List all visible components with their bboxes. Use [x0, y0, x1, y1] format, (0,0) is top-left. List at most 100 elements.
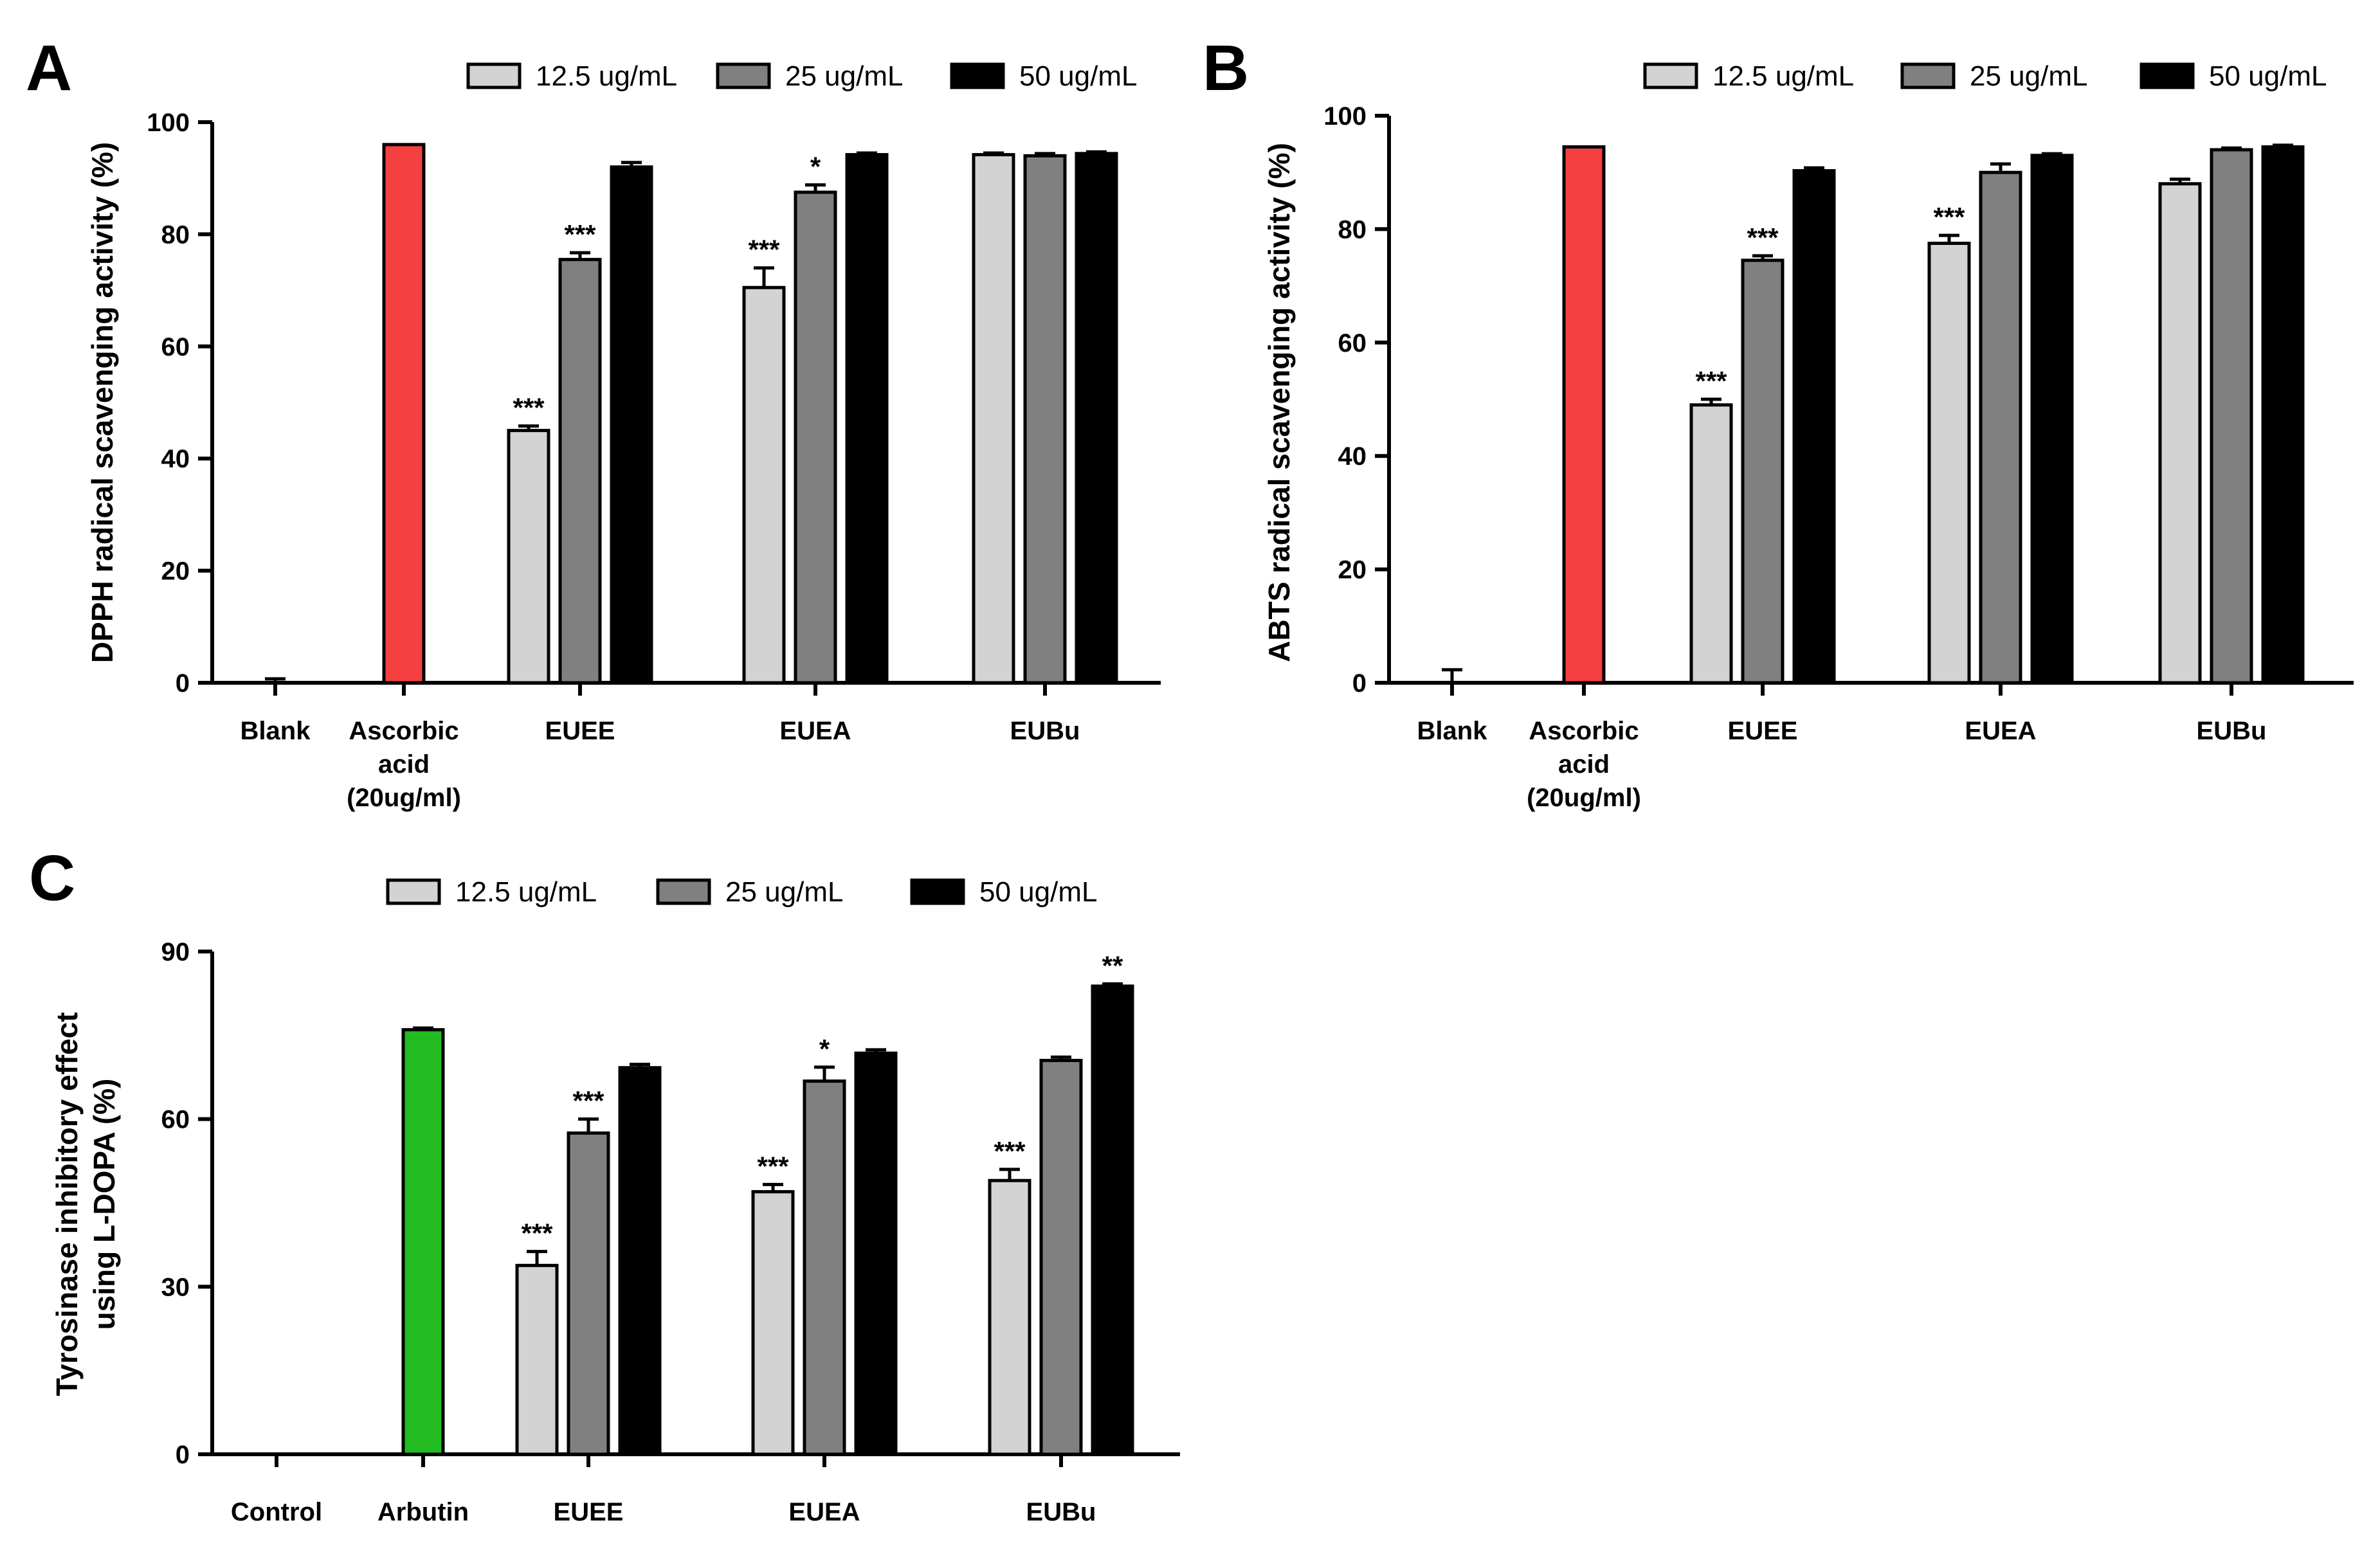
- x-tick-label: EUBu: [1010, 717, 1080, 745]
- y-axis-label-line: DPPH radical scavenging activity (%): [86, 142, 119, 663]
- legend: 12.5 ug/mL 25 ug/mL 50 ug/mL: [386, 876, 1097, 908]
- x-tick-label-line: EUEA: [779, 717, 851, 745]
- legend-label: 50 ug/mL: [2209, 60, 2327, 92]
- y-tick-label: 0: [1352, 669, 1367, 698]
- x-tick-label: Ascorbic acid (20ug/ml): [347, 717, 461, 812]
- legend-swatch: [716, 62, 771, 89]
- x-tick-label-line: acid: [1558, 750, 1610, 779]
- legend-label: 25 ug/mL: [1970, 60, 2087, 92]
- bar: [567, 1131, 610, 1456]
- x-tick-label: Control: [231, 1498, 322, 1526]
- x-tick-label-line: EUEE: [1728, 717, 1798, 745]
- legend-label: 50 ug/mL: [1019, 60, 1137, 92]
- bar: [401, 1028, 445, 1456]
- x-tick-label: EUEA: [1965, 717, 2036, 745]
- legend-label: 25 ug/mL: [785, 60, 903, 92]
- bar: [515, 1263, 559, 1456]
- y-tick-label: 40: [1338, 442, 1367, 471]
- bar: [2210, 148, 2253, 685]
- significance-label: *: [810, 152, 821, 182]
- bar: [1091, 984, 1134, 1456]
- x-tick-label-line: EUBu: [2197, 717, 2267, 745]
- bar: [1039, 1058, 1083, 1456]
- bar: [610, 165, 653, 685]
- bar: [803, 1079, 846, 1456]
- legend-swatch: [386, 878, 441, 905]
- bar: [972, 153, 1015, 685]
- legend-swatch: [466, 62, 522, 89]
- y-tick-label: 60: [161, 1106, 190, 1134]
- chart-panel-c: C 12.5 ug/mL 25 ug/mL 50 ug/mL Tyrosinase in…: [29, 842, 1180, 1526]
- x-tick-label: EUEE: [1728, 717, 1798, 745]
- legend-label: 25 ug/mL: [725, 876, 843, 908]
- x-tick-label-line: EUBu: [1010, 717, 1080, 745]
- significance-label: ***: [994, 1136, 1026, 1166]
- legend-label: 12.5 ug/mL: [1712, 60, 1854, 92]
- x-tick-label-line: acid: [378, 750, 430, 779]
- y-axis-label-line: using L-DOPA (%): [87, 1079, 121, 1330]
- bar: [1689, 403, 1733, 685]
- x-tick-label: Blank: [241, 717, 311, 745]
- x-tick-label-line: EUEA: [788, 1498, 860, 1526]
- y-tick-label: 90: [161, 938, 190, 966]
- significance-label: ***: [1695, 366, 1727, 396]
- x-tick-label: EUEA: [779, 717, 851, 745]
- chart-panel-b: B 12.5 ug/mL 25 ug/mL 50 ug/mL ABTS radical …: [1203, 32, 2354, 812]
- bar: [794, 190, 837, 685]
- x-tick-label: Ascorbic acid (20ug/ml): [1527, 717, 1641, 812]
- x-tick-label: EUBu: [2197, 717, 2267, 745]
- x-tick-label-line: Blank: [241, 717, 311, 745]
- x-tick-label-line: Ascorbic: [349, 717, 459, 745]
- significance-label: ***: [1747, 222, 1779, 253]
- y-tick-label: 20: [1338, 556, 1367, 584]
- x-tick-label: EUBu: [1026, 1498, 1096, 1526]
- significance-label: ***: [572, 1086, 604, 1116]
- x-tick-label-line: (20ug/ml): [347, 784, 461, 812]
- legend-swatch: [2139, 62, 2195, 89]
- bar: [1927, 241, 1971, 685]
- x-tick-label: Blank: [1417, 717, 1488, 745]
- y-tick-label: 100: [1323, 102, 1367, 131]
- y-tick-label: 60: [161, 333, 190, 361]
- x-tick-label: Arbutin: [377, 1498, 469, 1526]
- legend: 12.5 ug/mL 25 ug/mL 50 ug/mL: [1643, 60, 2327, 92]
- bar: [1979, 170, 2022, 685]
- x-tick-label-line: EUEA: [1965, 717, 2036, 745]
- x-tick-label-line: EUBu: [1026, 1498, 1096, 1526]
- x-tick-label-line: Ascorbic: [1529, 717, 1639, 745]
- legend: 12.5 ug/mL 25 ug/mL 50 ug/mL: [466, 60, 1137, 92]
- significance-label: ***: [513, 393, 545, 423]
- y-axis-label-line: ABTS radical scavenging activity (%): [1262, 143, 1296, 662]
- y-tick-label: 30: [161, 1273, 190, 1301]
- x-tick-label-line: (20ug/ml): [1527, 784, 1641, 812]
- x-tick-label-line: Blank: [1417, 717, 1488, 745]
- y-axis-label: Tyrosinase inhibitory effect using L-DOPA…: [50, 1012, 121, 1396]
- y-axis-label: ABTS radical scavenging activity (%): [1262, 143, 1296, 662]
- significance-label: ***: [748, 235, 780, 265]
- legend-label: 12.5 ug/mL: [536, 60, 677, 92]
- legend-swatch: [656, 878, 711, 905]
- y-tick-label: 20: [161, 557, 190, 586]
- x-tick-label-line: EUEE: [545, 717, 615, 745]
- bar: [751, 1190, 795, 1456]
- x-tick-label: EUEE: [554, 1498, 624, 1526]
- y-tick-label: 0: [176, 1441, 190, 1469]
- panel-letter: B: [1203, 32, 1249, 104]
- bar: [618, 1066, 662, 1456]
- legend-swatch: [1900, 62, 1956, 89]
- significance-label: ***: [1933, 202, 1965, 232]
- legend-swatch: [950, 62, 1005, 89]
- x-tick-label-line: Arbutin: [377, 1498, 469, 1526]
- significance-label: ***: [564, 219, 596, 249]
- x-tick-label-line: Control: [231, 1498, 322, 1526]
- bar: [845, 153, 889, 685]
- legend-label: 50 ug/mL: [979, 876, 1097, 908]
- legend-label: 12.5 ug/mL: [455, 876, 597, 908]
- bar: [2261, 145, 2305, 685]
- significance-label: ***: [521, 1218, 553, 1249]
- bar: [742, 285, 786, 685]
- bar: [1023, 154, 1067, 685]
- panel-letter: C: [29, 842, 75, 914]
- y-axis-label: DPPH radical scavenging activity (%): [86, 142, 119, 663]
